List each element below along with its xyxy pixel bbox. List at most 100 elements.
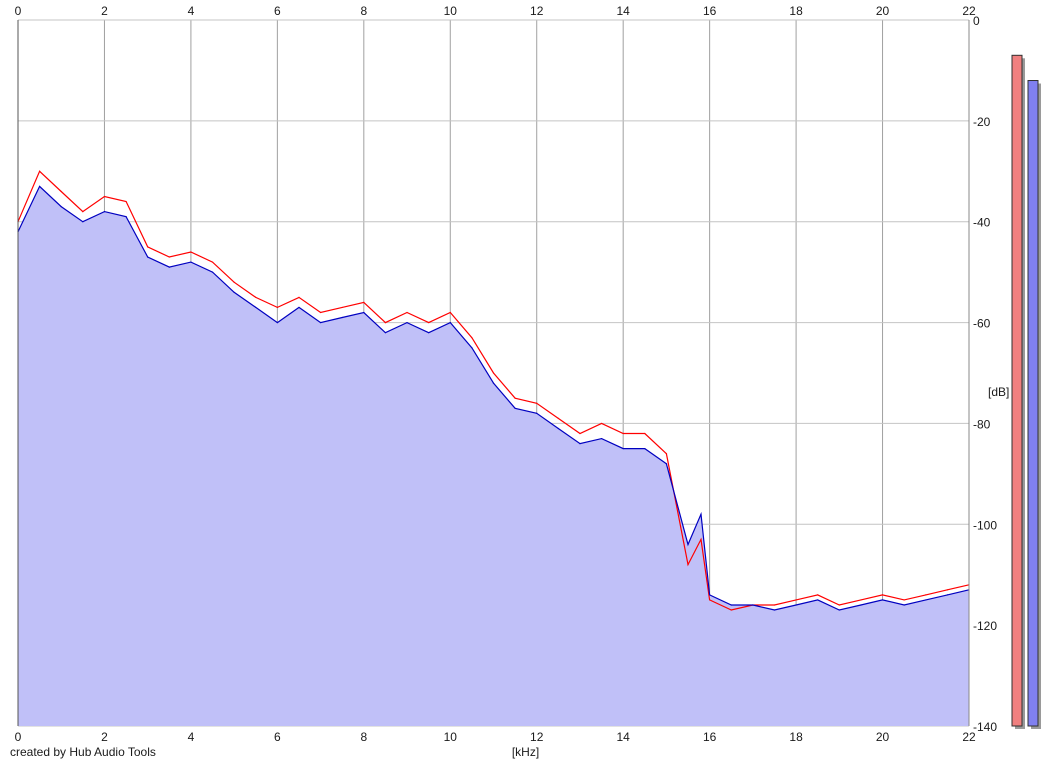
x-tick-label: 6 xyxy=(274,4,281,18)
data-point xyxy=(103,211,106,213)
data-point xyxy=(838,609,840,611)
data-point xyxy=(557,417,559,419)
data-point xyxy=(428,332,430,334)
x-tick-label: 10 xyxy=(444,730,458,744)
data-point xyxy=(946,594,948,596)
data-point xyxy=(449,311,451,314)
y-tick-label: -60 xyxy=(973,317,991,331)
data-point xyxy=(665,453,668,455)
x-tick-label: 8 xyxy=(360,730,367,744)
y-tick-label: -20 xyxy=(973,115,991,129)
data-point xyxy=(622,448,624,450)
x-tick-label: 22 xyxy=(962,730,976,744)
data-point xyxy=(211,261,214,263)
x-tick-label: 6 xyxy=(274,730,281,744)
x-tick-label: 12 xyxy=(530,4,544,18)
data-point xyxy=(406,321,408,324)
data-point xyxy=(665,463,668,465)
data-point xyxy=(103,195,106,198)
data-point xyxy=(600,422,603,425)
data-point xyxy=(276,321,278,324)
y-tick-label: -120 xyxy=(973,619,997,633)
data-point xyxy=(536,402,538,404)
data-point xyxy=(709,599,711,601)
data-point xyxy=(881,599,884,601)
x-tick-label: 16 xyxy=(703,730,717,744)
data-point xyxy=(925,594,927,596)
data-point xyxy=(946,589,948,591)
data-point xyxy=(557,427,559,430)
y-tick-label: 0 xyxy=(973,14,980,28)
data-point xyxy=(817,599,819,601)
data-point xyxy=(644,432,646,435)
data-point xyxy=(428,321,430,324)
data-point xyxy=(211,271,214,273)
data-point xyxy=(838,604,840,606)
x-axis-label: [kHz] xyxy=(512,745,539,759)
data-point xyxy=(579,443,581,445)
data-point xyxy=(730,609,732,611)
data-point xyxy=(471,347,473,349)
data-point xyxy=(233,291,235,293)
y-axis-label: [dB] xyxy=(988,385,1009,399)
data-point xyxy=(341,316,343,319)
data-point xyxy=(817,594,819,596)
data-point xyxy=(406,311,408,314)
data-point xyxy=(449,321,451,324)
data-point xyxy=(622,432,624,435)
data-point xyxy=(600,437,603,440)
level-meters xyxy=(1011,54,1041,730)
y-tick-label: -40 xyxy=(973,216,991,230)
series-line-2 xyxy=(17,185,970,611)
data-point xyxy=(39,170,41,172)
data-point xyxy=(903,604,905,606)
data-point xyxy=(773,604,776,606)
x-tick-label: 10 xyxy=(444,4,458,18)
data-point xyxy=(341,306,343,309)
data-point xyxy=(39,185,41,188)
data-point xyxy=(233,281,235,283)
data-point xyxy=(168,256,170,258)
data-point xyxy=(700,538,702,541)
data-point xyxy=(60,205,62,208)
x-tick-label: 12 xyxy=(530,730,544,744)
data-point xyxy=(795,604,797,606)
data-point xyxy=(190,261,192,263)
x-tick-label: 18 xyxy=(789,4,803,18)
y-tick-label: -80 xyxy=(973,417,991,431)
data-point xyxy=(687,543,689,546)
x-tick-label: 0 xyxy=(15,4,22,18)
data-point xyxy=(255,296,257,298)
data-point xyxy=(60,190,62,193)
data-point xyxy=(492,372,495,374)
data-point xyxy=(514,407,516,409)
data-point xyxy=(384,332,387,334)
data-point xyxy=(168,266,170,268)
data-point xyxy=(709,594,711,596)
data-point xyxy=(903,599,905,601)
data-point xyxy=(492,382,495,384)
x-tick-label: 22 xyxy=(962,4,976,18)
data-point xyxy=(925,599,927,601)
level-meter-bar xyxy=(1011,54,1023,727)
data-point xyxy=(319,311,322,314)
y-tick-label: -140 xyxy=(973,720,997,734)
data-point xyxy=(147,256,149,258)
data-point xyxy=(881,594,884,596)
data-point xyxy=(363,311,365,314)
data-point xyxy=(363,301,365,303)
x-tick-label: 8 xyxy=(360,4,367,18)
data-point xyxy=(730,604,732,606)
credit-text: created by Hub Audio Tools xyxy=(10,745,156,759)
series-line-1 xyxy=(17,170,970,611)
x-tick-label: 14 xyxy=(617,4,631,18)
x-tick-label: 20 xyxy=(876,4,890,18)
x-axis-bottom: 0 2 4 6 8 10 12 14 16 18 20 22 xyxy=(15,730,976,744)
data-point xyxy=(125,216,127,218)
data-point xyxy=(82,211,84,213)
data-point xyxy=(514,397,516,399)
data-point xyxy=(384,321,387,324)
data-point xyxy=(298,296,300,298)
data-point xyxy=(860,604,862,606)
